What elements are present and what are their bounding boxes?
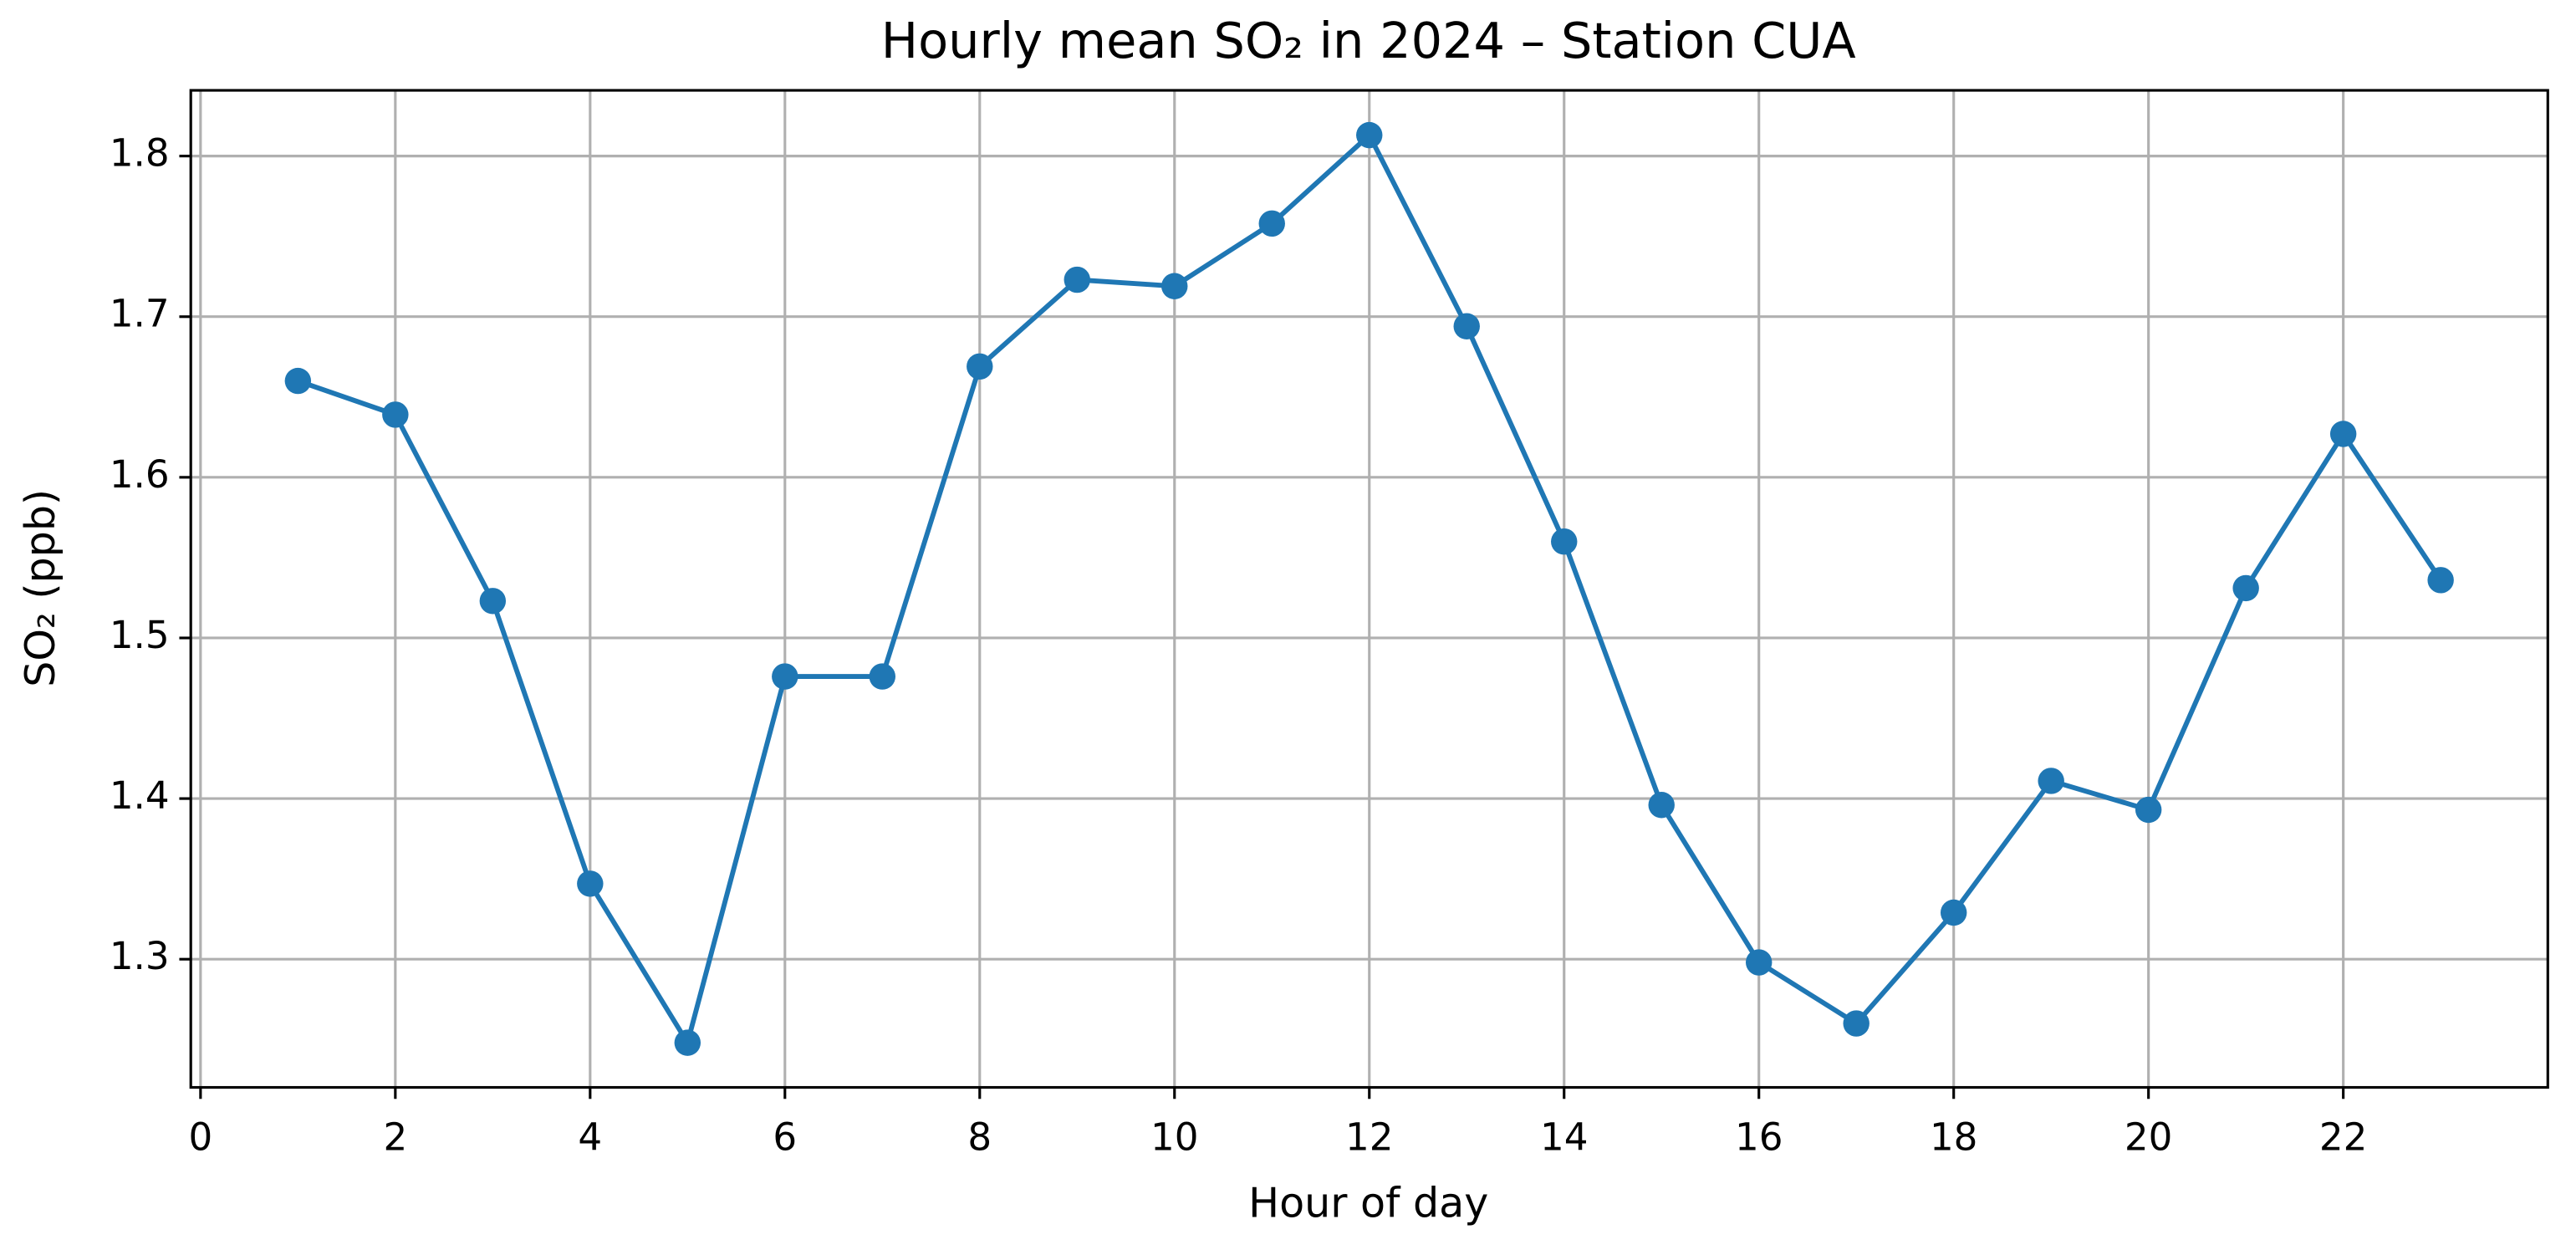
y-tick-label: 1.3: [110, 934, 170, 978]
data-point: [1940, 899, 1967, 926]
data-point: [577, 870, 604, 897]
chart-title: Hourly mean SO₂ in 2024 – Station CUA: [881, 12, 1856, 69]
data-point: [772, 663, 798, 690]
y-tick-label: 1.4: [110, 773, 170, 818]
data-point: [967, 353, 993, 380]
data-point: [1843, 1010, 1870, 1037]
data-point: [1745, 949, 1773, 976]
x-tick-label: 2: [383, 1115, 407, 1159]
data-point: [869, 663, 896, 690]
x-tick-label: 14: [1540, 1115, 1588, 1159]
y-axis-label: SO₂ (ppb): [16, 489, 64, 687]
x-tick-label: 20: [2125, 1115, 2172, 1159]
x-tick-label: 6: [773, 1115, 797, 1159]
data-point: [2038, 768, 2064, 794]
y-tick-label: 1.6: [110, 452, 170, 497]
data-point: [2427, 567, 2454, 594]
data-point: [1064, 266, 1090, 293]
y-tick-label: 1.5: [110, 613, 170, 657]
data-point: [479, 588, 507, 615]
data-point: [1648, 792, 1675, 819]
data-point: [1453, 313, 1480, 339]
x-tick-label: 18: [1930, 1115, 1977, 1159]
x-tick-label: 22: [2319, 1115, 2367, 1159]
data-point: [1161, 273, 1188, 299]
data-point: [1258, 210, 1285, 237]
x-tick-label: 10: [1150, 1115, 1198, 1159]
data-point: [2232, 574, 2259, 602]
y-tick-label: 1.8: [110, 131, 170, 176]
y-tick-label: 1.7: [110, 292, 170, 336]
data-point: [1551, 528, 1578, 555]
data-point: [284, 367, 312, 395]
x-tick-label: 16: [1735, 1115, 1783, 1159]
x-tick-label: 12: [1345, 1115, 1393, 1159]
data-point: [1356, 121, 1383, 149]
data-point: [674, 1029, 701, 1056]
x-tick-label: 0: [188, 1115, 212, 1159]
x-tick-label: 8: [967, 1115, 992, 1159]
data-point: [382, 401, 409, 428]
plot-frame: [189, 89, 2549, 1089]
x-tick-label: 4: [578, 1115, 602, 1159]
x-axis-label: Hour of day: [1248, 1178, 1488, 1227]
data-point: [2135, 796, 2162, 824]
data-point: [2329, 421, 2357, 447]
